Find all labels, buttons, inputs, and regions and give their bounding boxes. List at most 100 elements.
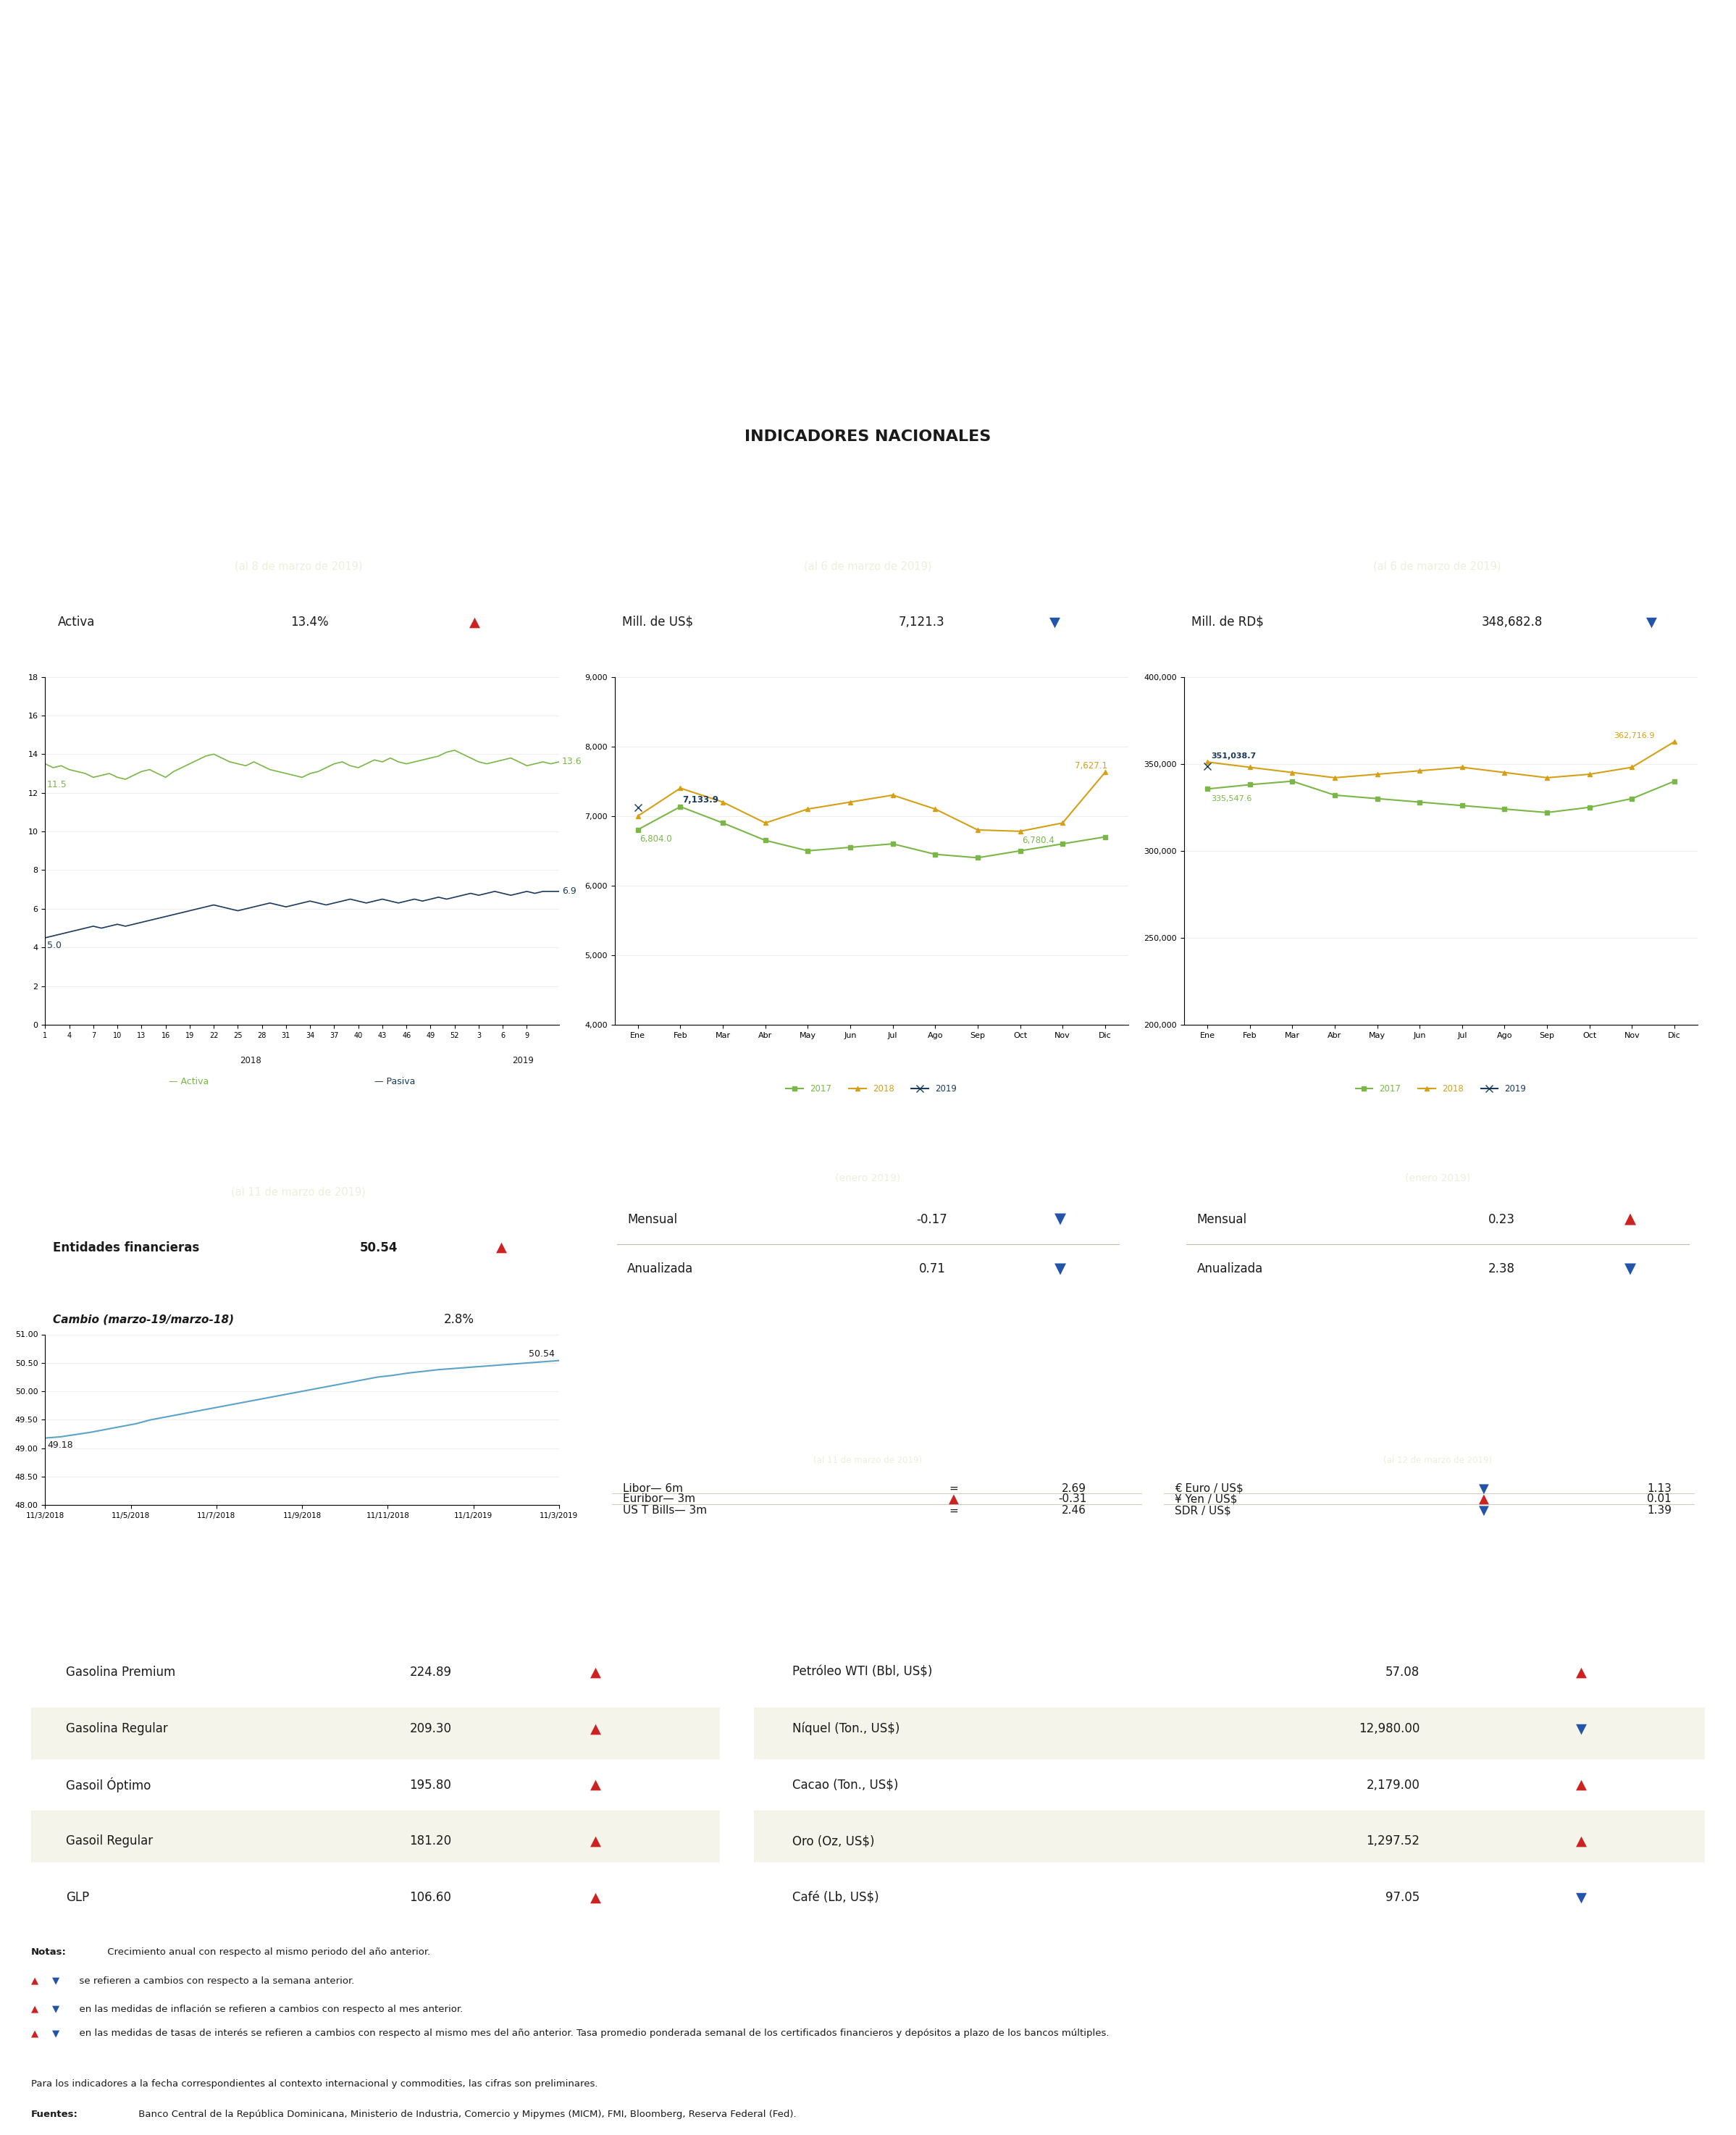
- Text: (al 8 de marzo de 2019): (al 8 de marzo de 2019): [234, 562, 363, 572]
- Text: Medio Circulante (M1): Medio Circulante (M1): [1359, 493, 1516, 506]
- Bar: [753, 1759, 1705, 1810]
- 2018: [1366, 762, 1387, 788]
- 2017: [1665, 769, 1686, 794]
- Text: € Euro / US$: € Euro / US$: [1175, 1484, 1243, 1494]
- 2017: [1240, 773, 1260, 798]
- Text: 13.6: 13.6: [562, 758, 582, 766]
- Text: 57.08: 57.08: [1385, 1665, 1420, 1678]
- Text: ▲: ▲: [1576, 1834, 1587, 1849]
- Text: Euribor— 3m: Euribor— 3m: [623, 1494, 694, 1505]
- Text: 2018: 2018: [240, 1057, 262, 1065]
- Text: Notas:: Notas:: [31, 1947, 66, 1958]
- Text: -6.0%: -6.0%: [984, 687, 1019, 700]
- Text: 2019: 2019: [512, 1057, 535, 1065]
- Text: ▲: ▲: [31, 1977, 38, 1986]
- Text: 195.80: 195.80: [410, 1778, 451, 1791]
- 2018: [797, 796, 818, 822]
- 2017: [797, 837, 818, 863]
- 2017: [1495, 796, 1516, 822]
- Text: 351,038.7: 351,038.7: [1212, 752, 1257, 760]
- Text: ▼: ▼: [52, 1977, 59, 1986]
- Bar: [753, 1708, 1705, 1759]
- Text: ▲: ▲: [590, 1721, 601, 1736]
- Text: ▲: ▲: [31, 2028, 38, 2039]
- Text: 13.4%: 13.4%: [290, 615, 328, 628]
- Text: (al 6 de marzo de 2019): (al 6 de marzo de 2019): [1373, 562, 1502, 572]
- Text: 2.8%: 2.8%: [444, 1313, 474, 1326]
- 2018: [755, 809, 776, 835]
- Text: UNIDAD ASESORA DE ANÁLISIS ECONÓMICO Y SOCIAL: UNIDAD ASESORA DE ANÁLISIS ECONÓMICO Y S…: [535, 316, 1201, 337]
- 2018: [1240, 754, 1260, 779]
- Bar: [31, 1759, 719, 1810]
- Text: US T Bills— 3m: US T Bills— 3m: [623, 1505, 707, 1516]
- Text: (al 6 de marzo de 2019): (al 6 de marzo de 2019): [804, 562, 932, 572]
- Text: Mill. de US$: Mill. de US$: [621, 615, 693, 628]
- 2018: [1196, 749, 1217, 775]
- 2018: [1010, 818, 1031, 843]
- Text: 12,980.00: 12,980.00: [1359, 1723, 1420, 1736]
- Text: Mensual: Mensual: [627, 1213, 677, 1225]
- Text: Inflación subyacente (%): Inflación subyacente (%): [1356, 1114, 1519, 1125]
- Line: 2018: 2018: [1205, 739, 1677, 779]
- Text: ▼: ▼: [1576, 1892, 1587, 1904]
- Text: 2.69: 2.69: [1062, 1484, 1087, 1494]
- Text: Inflación general (%): Inflación general (%): [800, 1114, 936, 1125]
- Bar: [31, 1708, 719, 1759]
- Text: ▼: ▼: [1055, 1213, 1066, 1228]
- Text: 50.54: 50.54: [529, 1349, 556, 1358]
- 2018: [1325, 764, 1345, 790]
- Text: 6.9%: 6.9%: [293, 685, 325, 698]
- 2017: [627, 818, 648, 843]
- Text: 2.38: 2.38: [1488, 1262, 1516, 1275]
- Text: ▼: ▼: [52, 2005, 59, 2013]
- Text: 348,682.8: 348,682.8: [1483, 615, 1543, 628]
- 2017: [967, 845, 988, 871]
- Text: ▼: ▼: [1576, 1721, 1587, 1736]
- Text: ▼: ▼: [1479, 1503, 1489, 1518]
- Text: 11.5: 11.5: [47, 779, 68, 790]
- 2018: [1536, 764, 1557, 790]
- Text: ▲: ▲: [590, 1834, 601, 1849]
- Text: Tipo de cambio (Dólar, venta): Tipo de cambio (Dólar, venta): [194, 1119, 403, 1132]
- Text: Libor— 6m: Libor— 6m: [623, 1484, 682, 1494]
- 2018: [1495, 760, 1516, 786]
- Text: Cambio (marzo-19/marzo-18): Cambio (marzo-19/marzo-18): [52, 1313, 234, 1324]
- Bar: [31, 1657, 719, 1708]
- Bar: [753, 1810, 1705, 1862]
- Text: ▼: ▼: [1050, 615, 1061, 630]
- 2017: [1366, 786, 1387, 811]
- Text: (mar.-19/mar.-18): (mar.-19/mar.-18): [1191, 687, 1300, 698]
- 2018: [1410, 758, 1430, 784]
- Text: ▲: ▲: [1576, 1778, 1587, 1791]
- 2018: [1281, 760, 1302, 786]
- Text: Para los indicadores a la fecha correspondientes al contexto internacional y com: Para los indicadores a la fecha correspo…: [31, 2079, 597, 2088]
- 2018: [712, 790, 733, 816]
- 2017: [925, 841, 946, 867]
- 2018: [1451, 754, 1472, 779]
- Text: Níquel (Ton., US$): Níquel (Ton., US$): [792, 1721, 899, 1736]
- 2018: [1580, 762, 1601, 788]
- Text: ▼: ▼: [1646, 615, 1656, 630]
- Text: ▼: ▼: [52, 2028, 59, 2039]
- Bar: [753, 1862, 1705, 1913]
- Text: 1.9%: 1.9%: [1476, 687, 1507, 700]
- 2018: [1665, 728, 1686, 754]
- Text: Petróleo WTI (Bbl, US$): Petróleo WTI (Bbl, US$): [792, 1665, 932, 1678]
- 2018: [1095, 760, 1116, 786]
- Text: 6,804.0: 6,804.0: [641, 835, 672, 843]
- Text: Banco Central de la República Dominicana, Ministerio de Industria, Comercio y Mi: Banco Central de la República Dominicana…: [135, 2109, 797, 2120]
- Legend: 2017, 2018, 2019: 2017, 2018, 2019: [1352, 1080, 1529, 1097]
- Text: INDICADORES NACIONALES: INDICADORES NACIONALES: [745, 429, 991, 444]
- Text: Gasolina Premium: Gasolina Premium: [66, 1665, 175, 1678]
- Text: — Pasiva: — Pasiva: [375, 1076, 415, 1087]
- Text: (al 12 de marzo de 2019): (al 12 de marzo de 2019): [1384, 1456, 1491, 1465]
- Text: Indicadores Económicos al  12 de marzo de 2019: Indicadores Económicos al 12 de marzo de…: [634, 376, 1102, 393]
- Text: Cambio (mar.-19/mar.-18): Cambio (mar.-19/mar.-18): [621, 687, 781, 698]
- Text: Semana del 9 de marzo 15 de marzo de 2019, RDs/Gl: Semana del 9 de marzo 15 de marzo de 201…: [226, 1610, 526, 1620]
- 2017: [1410, 790, 1430, 816]
- Bar: [31, 1810, 719, 1862]
- Text: -0.31: -0.31: [1057, 1494, 1087, 1505]
- Text: Reservas Internacionales Netas: Reservas Internacionales Netas: [755, 493, 981, 506]
- Text: Gasolina Regular: Gasolina Regular: [66, 1723, 168, 1736]
- Text: 0.23: 0.23: [1488, 1213, 1516, 1225]
